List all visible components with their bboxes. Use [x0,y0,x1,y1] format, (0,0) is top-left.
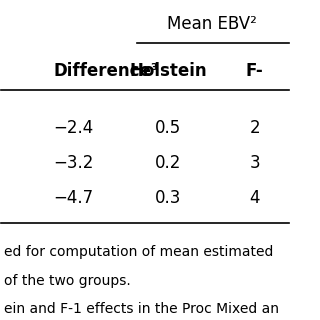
Text: ein and F-1 effects in the Proc Mixed an: ein and F-1 effects in the Proc Mixed an [4,302,279,316]
Text: ed for computation of mean estimated: ed for computation of mean estimated [4,245,274,259]
Text: −3.2: −3.2 [53,154,93,172]
Text: F-: F- [246,62,263,80]
Text: 2: 2 [249,119,260,137]
Text: 0.3: 0.3 [155,189,181,207]
Text: Holstein: Holstein [130,62,207,80]
Text: of the two groups.: of the two groups. [4,274,131,288]
Text: 0.5: 0.5 [155,119,181,137]
Text: 3: 3 [249,154,260,172]
Text: 0.2: 0.2 [155,154,181,172]
Text: Difference³: Difference³ [53,62,158,80]
Text: 4: 4 [249,189,260,207]
Text: −2.4: −2.4 [53,119,93,137]
Text: Mean EBV²: Mean EBV² [166,15,256,33]
Text: −4.7: −4.7 [53,189,93,207]
